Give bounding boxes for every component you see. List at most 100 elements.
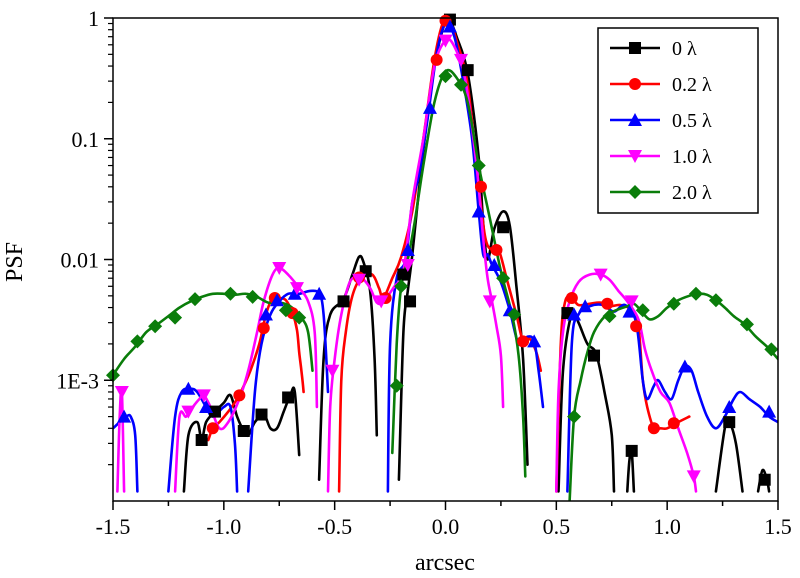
legend-marker	[629, 42, 641, 54]
series-4-point-12	[454, 77, 469, 92]
y-tick-label: 0.1	[72, 127, 100, 152]
series-4-point-17	[602, 309, 617, 324]
series-2-point-13	[527, 334, 542, 348]
series-2-point-1	[181, 381, 196, 395]
series-2-point-17	[677, 359, 692, 373]
x-tick-label: -1.5	[96, 514, 131, 539]
series-4-point-14	[496, 271, 511, 286]
series-1-point-1	[233, 389, 246, 402]
series-0-segment-5	[714, 418, 744, 493]
x-tick-label: -1.0	[206, 514, 241, 539]
series-0-point-16	[758, 473, 771, 486]
legend-label: 0.5 λ	[672, 110, 712, 132]
series-1-point-9	[474, 180, 487, 193]
series-0-point-5	[337, 295, 350, 308]
series-1-point-13	[601, 297, 614, 310]
series-2-point-10	[471, 204, 486, 218]
series-3-point-6	[352, 273, 367, 287]
series-3-markers	[114, 34, 701, 484]
series-4-segment-0	[113, 292, 314, 377]
series-4-point-20	[688, 286, 703, 301]
series-4-point-10	[394, 279, 409, 294]
series-2-point-19	[762, 404, 777, 418]
series-1-point-7	[430, 53, 443, 66]
series-4-point-2	[148, 319, 163, 334]
series-2-point-14	[567, 307, 582, 321]
legend-marker	[629, 78, 641, 90]
series-4-point-13	[471, 158, 486, 173]
series-3-point-0	[114, 385, 129, 399]
axes-layer: -1.5 -1.0 -0.5 0.0 0.5 1.0 1.5 1E-3 0.01 0.1 1	[56, 6, 792, 539]
series-2-point-8	[422, 100, 437, 114]
series-4-point-23	[764, 342, 779, 357]
series-4-point-21	[708, 293, 723, 308]
series-4-segment-2	[568, 292, 778, 501]
series-2-point-6	[312, 286, 327, 300]
legend-item-0: 0 λ	[610, 38, 697, 60]
series-4-point-6	[245, 289, 260, 304]
series-3-point-13	[624, 295, 639, 309]
series-3-point-4	[289, 282, 304, 296]
legend-label: 0.2 λ	[672, 74, 712, 96]
legend-label: 2.0 λ	[672, 182, 712, 204]
series-2-point-4	[270, 293, 285, 307]
series-3-point-14	[686, 470, 701, 484]
legend-item-4: 2.0 λ	[610, 182, 712, 204]
legend-marker	[628, 185, 642, 199]
series-2-markers	[117, 19, 777, 423]
series-0-point-10	[461, 64, 474, 77]
series-4-point-4	[188, 292, 203, 307]
series-0-point-7	[397, 268, 410, 281]
series-1-point-12	[565, 291, 578, 304]
series-4-point-7	[278, 303, 293, 318]
series-0-point-15	[723, 416, 736, 429]
x-tick-label: 0.5	[543, 514, 571, 539]
series-3-point-7	[374, 295, 389, 309]
x-tick-label: 1.5	[764, 514, 792, 539]
series-3-segment-2	[326, 37, 505, 493]
y-tick-label: 0.01	[61, 248, 100, 273]
series-2-point-7	[400, 242, 415, 256]
series-3-point-2	[196, 389, 211, 403]
series-2-point-18	[722, 400, 737, 414]
legend-item-3: 1.0 λ	[610, 146, 712, 168]
series-3-point-3	[272, 262, 287, 276]
series-4-point-9	[389, 378, 404, 393]
series-0-point-1	[208, 405, 221, 418]
series-0-point-14	[625, 444, 638, 457]
series-0-point-8	[404, 295, 417, 308]
series-2-point-0	[117, 409, 132, 423]
series-3-point-10	[454, 53, 469, 67]
series-0-point-13	[588, 349, 601, 362]
series-3-point-8	[400, 259, 415, 273]
series-1-point-2	[257, 322, 270, 335]
series-3-point-12	[593, 268, 608, 282]
series-0-point-4	[282, 391, 295, 404]
legend-label: 1.0 λ	[672, 146, 712, 168]
series-3-segment-3	[555, 272, 698, 493]
series-3-point-11	[482, 295, 497, 309]
x-tick-label: -0.5	[317, 514, 352, 539]
series-3-point-5	[325, 364, 340, 378]
series-2-point-5	[287, 286, 302, 300]
y-tick-label: 1E-3	[56, 368, 99, 393]
legend-marker	[628, 150, 642, 163]
series-4-point-22	[739, 317, 754, 332]
series-2-point-11	[487, 258, 502, 272]
legend-marker	[628, 113, 642, 126]
x-tick-label: 0.0	[432, 514, 460, 539]
series-4-point-11	[438, 69, 453, 84]
series-3-segment-0	[116, 386, 126, 493]
series-0-markers	[195, 13, 771, 486]
series-4-markers	[106, 69, 779, 424]
series-0-point-0	[195, 434, 208, 447]
series-4-point-18	[635, 303, 650, 318]
series-4-point-15	[507, 307, 522, 322]
series-1-point-15	[647, 422, 660, 435]
series-4-point-19	[666, 296, 681, 311]
series-4-point-3	[168, 310, 183, 325]
x-axis-title: arcsec	[415, 550, 475, 576]
series-4-point-1	[130, 334, 145, 349]
legend-label: 0 λ	[672, 38, 697, 60]
